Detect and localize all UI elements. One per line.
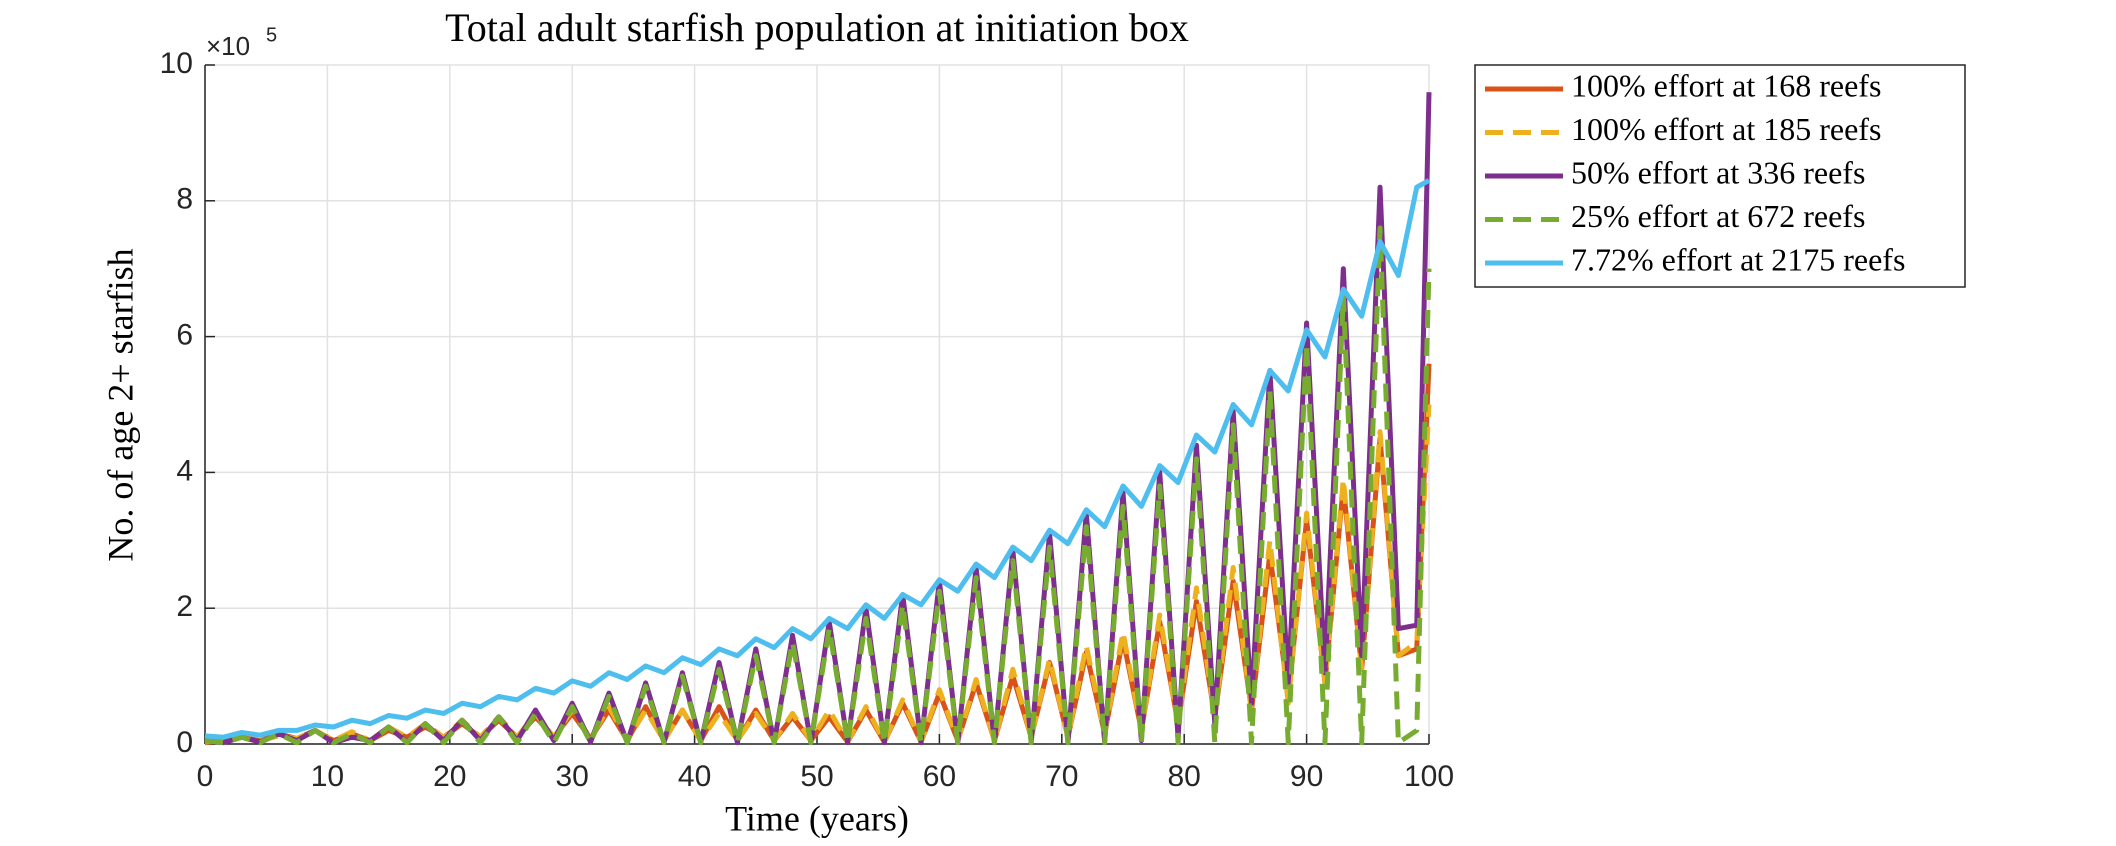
legend-label: 7.72% effort at 2175 reefs — [1571, 241, 1905, 277]
chart-title: Total adult starfish population at initi… — [445, 5, 1189, 50]
series-line — [204, 178, 1431, 740]
y-tick-label: 6 — [176, 319, 193, 352]
legend-label: 50% effort at 336 reefs — [1571, 154, 1865, 190]
legend-label: 25% effort at 672 reefs — [1571, 198, 1865, 234]
series-line — [204, 404, 1432, 745]
x-tick-label: 0 — [197, 760, 214, 793]
y-scale-exponent: 5 — [266, 24, 277, 46]
x-tick-label: 80 — [1168, 760, 1201, 793]
legend-box — [1474, 64, 1966, 288]
x-tick-label: 30 — [556, 760, 589, 793]
x-tick-label: 10 — [311, 760, 344, 793]
y-tick-label: 10 — [160, 47, 193, 80]
y-tick-label: 2 — [176, 590, 193, 623]
y-axis-label: No. of age 2+ starfish — [100, 248, 140, 561]
x-tick-label: 40 — [678, 760, 711, 793]
y-tick-label: 4 — [176, 454, 193, 487]
x-tick-label: 100 — [1404, 760, 1454, 793]
x-tick-label: 50 — [800, 760, 833, 793]
x-tick-label: 90 — [1290, 760, 1323, 793]
legend-label: 100% effort at 185 reefs — [1571, 111, 1881, 147]
legend-label: 100% effort at 168 reefs — [1571, 67, 1881, 103]
series-line — [204, 225, 1432, 746]
x-tick-label: 20 — [433, 760, 466, 793]
x-axis-label: Time (years) — [725, 798, 909, 838]
y-scale-base: ×10 — [206, 31, 250, 61]
y-tick-label: 0 — [176, 726, 193, 759]
x-tick-label: 70 — [1045, 760, 1078, 793]
y-tick-label: 8 — [176, 183, 193, 216]
x-tick-label: 60 — [923, 760, 956, 793]
